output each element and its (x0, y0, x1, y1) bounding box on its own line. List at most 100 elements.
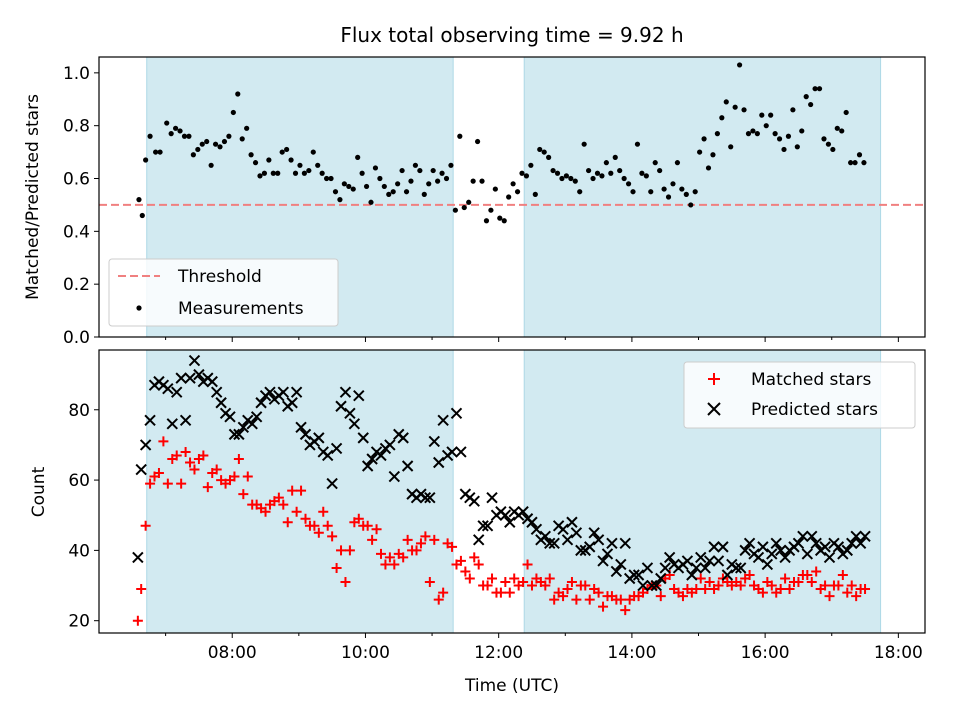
measurement-point (590, 175, 596, 182)
predicted-point (588, 527, 600, 539)
predicted-point (779, 551, 791, 564)
measurement-point (492, 186, 498, 192)
predicted-point (641, 562, 654, 574)
predicted-point (477, 520, 489, 532)
matched-point (344, 545, 355, 556)
matched-point (713, 580, 724, 591)
measurement-point (603, 160, 609, 166)
predicted-point (326, 477, 338, 490)
ratio-panel: 0.0 0.2 0.4 0.6 0.8 1.0 Matched/Predicted sta… (23, 56, 926, 348)
matched-point (695, 573, 706, 584)
measurement-point (843, 109, 849, 116)
measurement-point (157, 149, 163, 155)
measurement-point (639, 170, 645, 176)
legend-predicted-label: Predicted stars (751, 400, 878, 420)
measurement-point (408, 178, 414, 184)
measurement-point (301, 170, 307, 176)
measurement-point (439, 170, 445, 176)
matched-point (775, 584, 786, 595)
matched-point (580, 580, 591, 591)
predicted-point (561, 534, 574, 546)
measurement-point (248, 152, 254, 158)
measurement-point (399, 167, 405, 174)
matched-point (655, 591, 666, 602)
predicted-point (357, 432, 369, 444)
measurement-point (661, 186, 667, 192)
matched-point (549, 594, 560, 605)
predicted-point (295, 421, 307, 434)
matched-point (824, 591, 835, 602)
measurement-point (226, 133, 232, 139)
predicted-point (721, 569, 734, 581)
predicted-point (361, 460, 374, 472)
count-legend-box (683, 361, 916, 429)
matched-point (691, 584, 702, 595)
measurement-point (230, 109, 236, 116)
matched-point (327, 531, 338, 542)
predicted-point (655, 572, 667, 585)
measurement-point (257, 173, 263, 179)
measurement-point (448, 162, 454, 168)
predicted-point (175, 372, 187, 384)
y-tick-label: 0.8 (63, 117, 90, 137)
matched-point (211, 464, 222, 475)
measurement-point (164, 120, 170, 126)
x-tick-label: 08:00 (208, 643, 257, 663)
matched-point (469, 552, 480, 563)
predicted-point (703, 555, 716, 567)
predicted-point (566, 516, 578, 528)
measurement-point (279, 149, 285, 155)
measurement-point (848, 160, 854, 166)
predicted-point (210, 386, 223, 398)
measurement-point (705, 165, 712, 171)
predicted-point (255, 397, 267, 409)
matched-point (460, 566, 471, 577)
predicted-point (246, 418, 258, 430)
measurement-point (168, 131, 174, 137)
matched-point (136, 584, 147, 595)
predicted-points (132, 354, 871, 592)
predicted-point (450, 407, 463, 419)
predicted-point (606, 537, 618, 550)
predicted-point (548, 537, 560, 550)
predicted-point (774, 544, 787, 557)
legend-matched-swatch (708, 373, 720, 385)
predicted-point (544, 537, 556, 550)
matched-point (495, 587, 506, 598)
measurement-point (776, 136, 783, 142)
legend-predicted-swatch (707, 402, 721, 416)
matched-point (380, 559, 391, 570)
measurement-point (355, 154, 361, 160)
predicted-point (637, 579, 649, 592)
matched-point (238, 489, 249, 500)
matched-point (189, 464, 200, 475)
matched-point (415, 538, 426, 549)
measurement-point (488, 207, 494, 213)
matched-point (464, 573, 475, 584)
predicted-point (584, 541, 596, 553)
measurement-point (741, 107, 747, 113)
matched-point (487, 573, 498, 584)
matched-point (140, 520, 151, 531)
matched-point (806, 577, 817, 588)
matched-point (522, 559, 533, 570)
measurement-point (728, 144, 734, 150)
measurement-point (541, 149, 547, 155)
measurement-point (479, 178, 485, 184)
predicted-point (397, 432, 409, 444)
predicted-point (135, 463, 147, 476)
measurement-point (181, 133, 188, 139)
measurement-point (261, 170, 268, 176)
matched-point (509, 573, 520, 584)
x-tick-label: 16:00 (741, 643, 790, 663)
predicted-point (846, 537, 858, 550)
measurement-point (617, 167, 623, 174)
predicted-point (171, 386, 183, 398)
predicted-point (486, 491, 498, 504)
measurement-point (506, 194, 512, 200)
predicted-point (375, 449, 387, 462)
measurement-point (714, 131, 720, 137)
matched-point (260, 506, 271, 517)
measurement-point (745, 131, 752, 137)
predicted-point (695, 551, 707, 564)
